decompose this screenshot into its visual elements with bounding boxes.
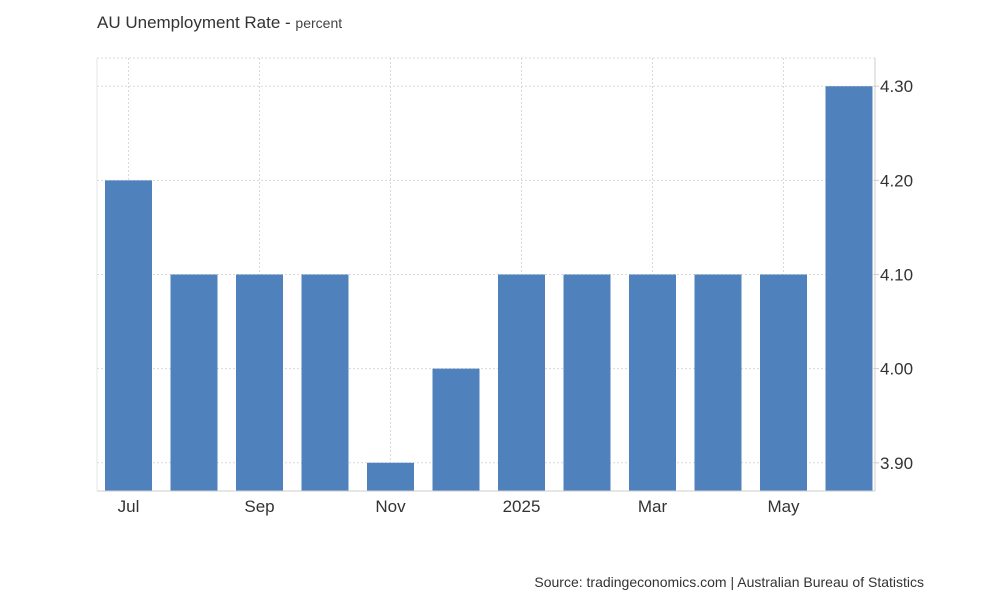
bar-8 (563, 274, 611, 491)
bar-7 (498, 274, 545, 491)
x-tick-label: Jul (118, 497, 140, 516)
chart-unit: percent (295, 15, 343, 31)
y-tick-label: 4.10 (880, 266, 913, 285)
bar-11 (760, 274, 807, 491)
y-tick-label: 4.00 (880, 360, 913, 379)
chart-title: AU Unemployment Rate - percent (97, 13, 343, 32)
bar-3 (236, 274, 283, 491)
x-tick-label: 2025 (503, 497, 541, 516)
x-tick-label: Nov (375, 497, 406, 516)
y-tick-label: 4.30 (880, 77, 913, 96)
bar-12 (825, 86, 873, 491)
source-note: Source: tradingeconomics.com | Australia… (534, 574, 924, 590)
bar-10 (694, 274, 742, 491)
bar-9 (629, 274, 676, 491)
bar-5 (367, 462, 414, 491)
y-tick-label: 3.90 (880, 454, 913, 473)
chart-title-text: AU Unemployment Rate (97, 13, 281, 32)
axes (96, 58, 879, 492)
bar-2 (170, 274, 218, 491)
bar-series (105, 86, 873, 491)
bar-6 (432, 368, 480, 491)
x-tick-label: Mar (638, 497, 668, 516)
bar-1 (105, 180, 152, 491)
x-tick-label: May (767, 497, 800, 516)
x-tick-label: Sep (244, 497, 274, 516)
tick-labels: 4.30 4.20 4.10 4.00 3.90 Jul Sep Nov 2025 Mar May (118, 77, 913, 516)
y-tick-label: 4.20 (880, 171, 913, 190)
bar-4 (301, 274, 349, 491)
